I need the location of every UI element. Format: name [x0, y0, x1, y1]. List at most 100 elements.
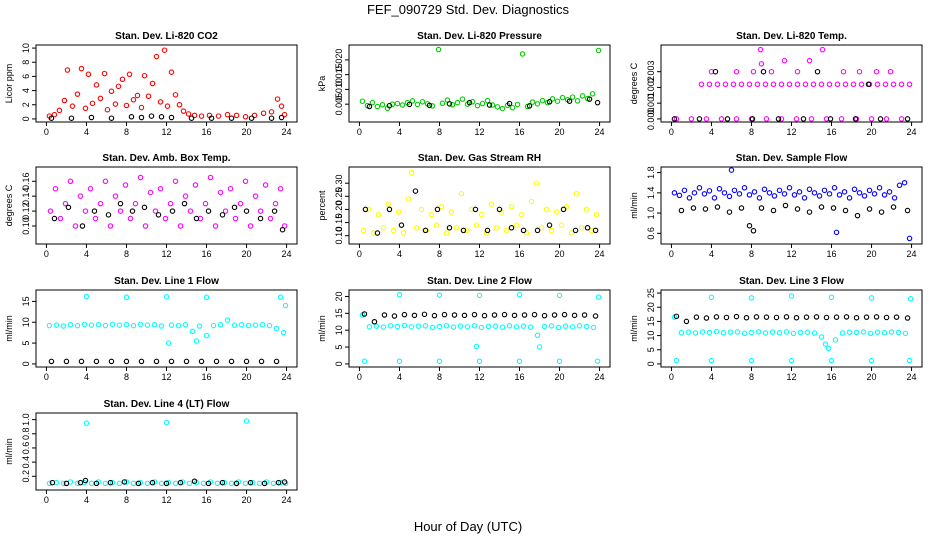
data-point: [157, 185, 164, 192]
data-point: [746, 81, 753, 88]
y-tick-label: 0.010: [334, 78, 344, 101]
data-point: [898, 81, 905, 88]
data-point: [828, 294, 835, 301]
data-point: [881, 330, 888, 336]
y-tick-label: 0.6: [646, 227, 656, 240]
data-point: [138, 358, 145, 365]
y-tick-label: 0.15: [334, 214, 344, 232]
data-point: [116, 480, 123, 487]
y-tick-label: 4: [21, 88, 31, 93]
data-point: [256, 480, 263, 487]
data-point: [186, 480, 193, 487]
data-point: [273, 325, 280, 332]
series-black: [48, 113, 285, 121]
data-point: [361, 358, 368, 364]
data-point: [703, 116, 710, 122]
data-point: [260, 110, 267, 117]
data-point: [97, 200, 104, 207]
y-tick-label: 0.14: [21, 187, 31, 205]
data-point: [865, 81, 872, 88]
data-point: [123, 102, 130, 109]
data-point: [761, 186, 768, 193]
data-point: [802, 81, 809, 88]
figure-xlabel: Hour of Day (UTC): [414, 519, 522, 534]
x-tick-label: 0: [357, 372, 362, 382]
series-magenta: [47, 174, 288, 229]
data-point: [753, 314, 760, 320]
data-point: [836, 192, 843, 198]
data-point: [556, 292, 563, 299]
data-point: [546, 222, 553, 228]
data-point: [108, 88, 115, 95]
data-point: [200, 480, 207, 487]
data-point: [589, 91, 596, 97]
data-point: [685, 329, 692, 335]
series-black: [361, 311, 599, 325]
panel-title: Stan. Dev. Line 1 Flow: [114, 276, 219, 287]
data-point: [825, 345, 832, 352]
data-point: [520, 323, 527, 329]
data-point: [149, 80, 156, 87]
data-point: [539, 97, 546, 104]
data-point: [671, 116, 678, 122]
data-point: [593, 211, 600, 218]
data-point: [375, 211, 382, 218]
data-point: [167, 200, 174, 207]
data-point: [208, 115, 215, 121]
data-point: [720, 330, 727, 336]
data-point: [281, 479, 288, 485]
series-cyan: [359, 292, 602, 364]
data-point: [446, 225, 453, 231]
data-point: [51, 111, 58, 118]
data-point: [714, 204, 721, 210]
data-point: [713, 328, 720, 335]
data-point: [686, 195, 693, 201]
data-point: [828, 357, 835, 364]
data-point: [415, 323, 422, 329]
data-point: [748, 357, 755, 364]
data-point: [448, 209, 455, 215]
data-point: [887, 68, 894, 75]
series-yellow: [360, 169, 600, 236]
data-point: [273, 358, 280, 365]
data-point: [839, 330, 846, 336]
x-tick-label: 8: [437, 127, 442, 137]
data-point: [778, 116, 785, 122]
data-point: [883, 116, 890, 122]
data-point: [450, 324, 457, 330]
data-point: [794, 68, 801, 75]
data-point: [762, 330, 769, 336]
data-point: [385, 201, 392, 207]
data-point: [161, 47, 168, 53]
data-point: [153, 358, 160, 365]
data-point: [730, 81, 737, 88]
data-point: [548, 227, 555, 234]
data-point: [804, 329, 811, 335]
data-point: [460, 227, 467, 234]
y-tick-label: 1.8: [646, 166, 656, 179]
data-point: [541, 312, 548, 319]
data-point: [556, 358, 563, 364]
data-point: [446, 101, 453, 107]
y-tick-label: 10: [21, 317, 31, 327]
data-point: [164, 103, 171, 109]
x-tick-label: 4: [397, 249, 402, 259]
y-tick-label: 1.0: [21, 413, 31, 426]
data-point: [219, 479, 226, 486]
data-point: [533, 180, 540, 186]
data-point: [102, 480, 109, 487]
data-point: [576, 323, 583, 329]
data-point: [165, 340, 172, 346]
data-point: [203, 294, 210, 300]
data-point: [681, 187, 688, 194]
y-axis-label: Licor ppm: [4, 64, 14, 104]
data-point: [508, 225, 515, 231]
data-point: [699, 329, 706, 335]
x-tick-label: 8: [437, 372, 442, 382]
data-point: [746, 222, 753, 229]
data-point: [398, 222, 405, 228]
y-tick-label: 0.10: [21, 217, 31, 235]
data-point: [797, 329, 804, 336]
data-point: [806, 186, 813, 193]
panel-8: Stan. Dev. Line 2 Flow ml/min 0 4 8 12 16 20 24 0…: [317, 276, 611, 382]
